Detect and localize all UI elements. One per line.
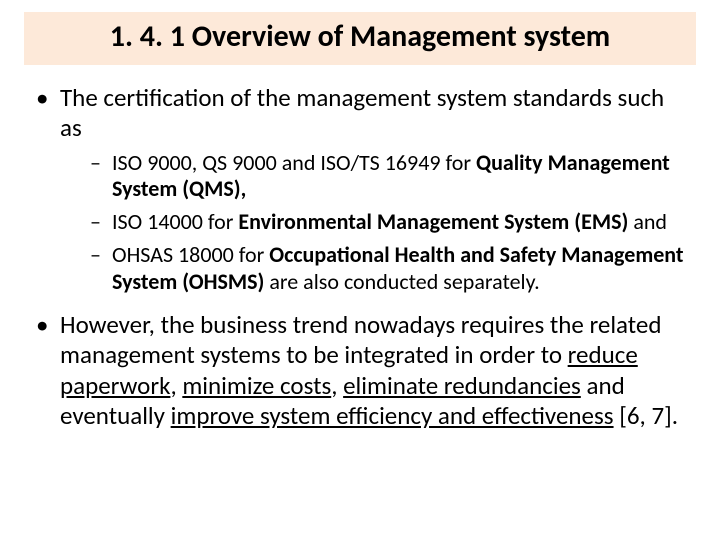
underlined-text: eliminate redundancies xyxy=(343,370,581,401)
underlined-text: improve system efficiency and effectiven… xyxy=(171,400,614,431)
sub-text-bold: Environmental Management System (EMS) xyxy=(238,208,628,235)
slide-body: The certification of the management syst… xyxy=(0,83,720,432)
slide: 1. 4. 1 Overview of Management system Th… xyxy=(0,12,720,540)
bullet-text-part: [6, 7]. xyxy=(614,400,679,431)
sub-text-pre: ISO 14000 for xyxy=(112,208,238,235)
slide-title: 1. 4. 1 Overview of Management system xyxy=(24,12,696,65)
underlined-text: minimize costs xyxy=(182,370,331,401)
bullet-text-part: , xyxy=(331,370,343,401)
sub-text-post: are also conducted separately. xyxy=(264,268,539,295)
bullet-list-level2: ISO 9000, QS 9000 and ISO/TS 16949 for Q… xyxy=(60,150,690,296)
list-item: ISO 14000 for Environmental Management S… xyxy=(86,209,690,236)
list-item: The certification of the management syst… xyxy=(30,83,690,296)
list-item: OHSAS 18000 for Occupational Health and … xyxy=(86,242,690,296)
sub-text-post: and xyxy=(628,208,667,235)
sub-text-pre: OHSAS 18000 for xyxy=(112,241,269,268)
bullet-list-level1: The certification of the management syst… xyxy=(30,83,690,432)
bullet-text: The certification of the management syst… xyxy=(60,82,664,144)
bullet-text-part: , xyxy=(170,370,182,401)
sub-text-pre: ISO 9000, QS 9000 and ISO/TS 16949 for xyxy=(112,149,476,176)
list-item: However, the business trend nowadays req… xyxy=(30,310,690,432)
list-item: ISO 9000, QS 9000 and ISO/TS 16949 for Q… xyxy=(86,150,690,204)
